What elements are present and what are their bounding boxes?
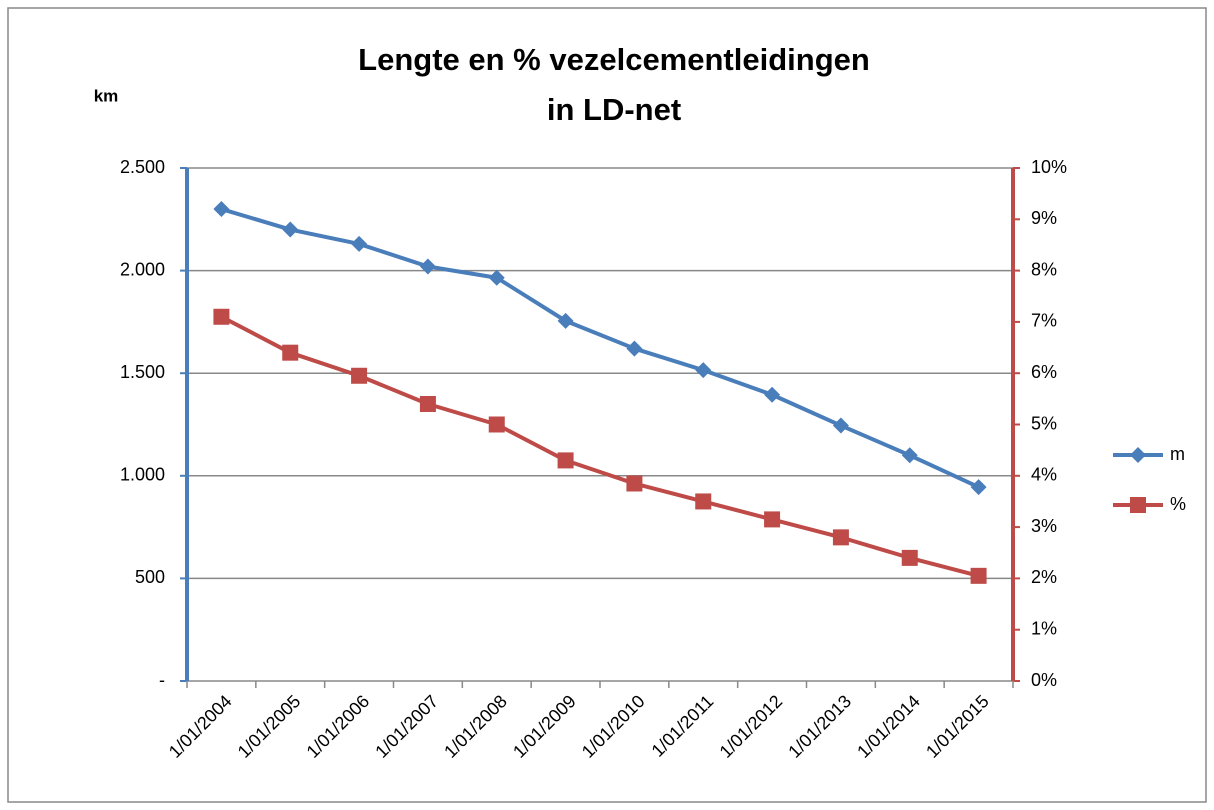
marker: [351, 235, 368, 252]
marker: [626, 475, 643, 492]
y2-tick-label: 6%: [1031, 362, 1057, 382]
marker: [351, 367, 368, 384]
marker: [695, 493, 712, 510]
marker: [832, 417, 849, 434]
marker: [695, 362, 712, 379]
y2-tick-label: 10%: [1031, 157, 1067, 177]
chart-title: Lengte en % vezelcementleidingen: [358, 42, 870, 77]
y2-tick-label: 7%: [1031, 311, 1057, 331]
y-tick-label: -: [159, 670, 165, 690]
y2-tick-label: 1%: [1031, 618, 1057, 638]
y2-tick-label: 0%: [1031, 670, 1057, 690]
marker: [970, 479, 987, 496]
y-tick-label: 2.500: [120, 157, 165, 177]
marker: [557, 452, 574, 469]
marker: [764, 386, 781, 403]
marker: [213, 308, 230, 325]
y-tick-label: 1.000: [120, 465, 165, 485]
y-axis-label: km: [94, 86, 119, 105]
legend-label: %: [1170, 494, 1186, 514]
y2-tick-label: 3%: [1031, 516, 1057, 536]
marker: [626, 340, 643, 357]
marker: [213, 201, 230, 218]
marker: [901, 447, 918, 464]
marker: [764, 511, 781, 528]
marker: [832, 529, 849, 546]
y2-tick-label: 5%: [1031, 413, 1057, 433]
marker: [901, 549, 918, 566]
marker: [419, 258, 436, 275]
series-line: [220, 207, 980, 489]
marker: [488, 269, 505, 286]
legend-label: m: [1170, 444, 1185, 464]
marker: [557, 312, 574, 329]
chart-title: in LD-net: [547, 92, 681, 127]
y-tick-label: 2.000: [120, 259, 165, 279]
marker: [282, 344, 299, 361]
y2-tick-label: 2%: [1031, 567, 1057, 587]
y2-tick-label: 4%: [1031, 465, 1057, 485]
y2-tick-label: 8%: [1031, 259, 1057, 279]
marker: [419, 395, 436, 412]
y-tick-label: 500: [135, 567, 165, 587]
y-tick-label: 1.500: [120, 362, 165, 382]
marker: [970, 567, 987, 584]
legend-marker: [1130, 497, 1146, 513]
chart-frame: [7, 7, 1207, 803]
marker: [488, 416, 505, 433]
series-line: [220, 314, 980, 578]
marker: [282, 221, 299, 238]
y2-tick-label: 9%: [1031, 208, 1057, 228]
legend-marker: [1130, 447, 1146, 463]
